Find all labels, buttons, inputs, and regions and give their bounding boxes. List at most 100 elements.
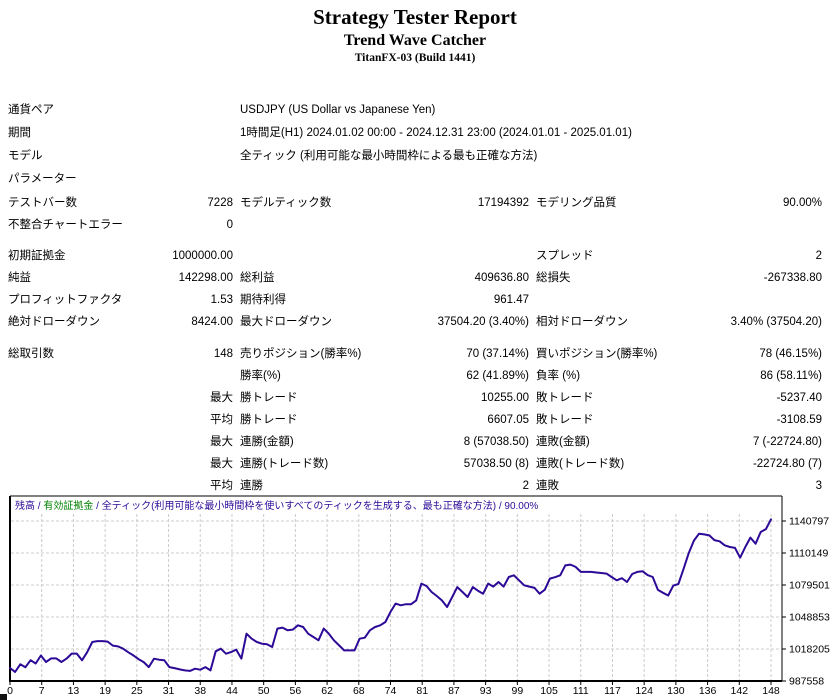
stat-row: 初期証拠金 1000000.00 スプレッド 2 xyxy=(0,249,830,271)
stat-label: モデリング品質 xyxy=(536,197,617,209)
svg-text:1048853: 1048853 xyxy=(789,612,830,624)
stat-value: 7228 xyxy=(207,197,233,209)
stat-value: 0 xyxy=(226,219,233,231)
stat-row: 最大 勝トレード 10255.00 敗トレード -5237.40 xyxy=(0,391,830,413)
svg-text:1110149: 1110149 xyxy=(789,548,828,560)
stat-label: 勝率(%) xyxy=(240,370,281,382)
stat-label: 敗トレード xyxy=(536,414,594,426)
report-header: Strategy Tester Report Trend Wave Catche… xyxy=(0,4,830,66)
stat-label xyxy=(8,391,160,413)
svg-text:25: 25 xyxy=(131,685,143,697)
info-value: 1時間足(H1) 2024.01.02 00:00 - 2024.12.31 2… xyxy=(240,127,632,139)
svg-text:987558: 987558 xyxy=(789,676,824,688)
stat-value: 57038.50 (8) xyxy=(463,458,529,470)
stat-label: 連勝(トレード数) xyxy=(240,458,329,470)
stat-value: 3 xyxy=(815,480,822,492)
stat-label: 絶対ドローダウン xyxy=(8,316,100,328)
stat-label: 純益 xyxy=(8,272,31,284)
info-row: 期間 1時間足(H1) 2024.01.02 00:00 - 2024.12.31… xyxy=(0,126,830,149)
stat-label: 最大ドローダウン xyxy=(240,316,332,328)
stat-value: 90.00% xyxy=(782,197,822,209)
stat-value: 37504.20 (3.40%) xyxy=(437,316,529,328)
stat-label: テストバー数 xyxy=(8,197,77,209)
svg-text:148: 148 xyxy=(762,685,780,697)
stat-value: 1000000.00 xyxy=(172,250,233,262)
info-value: USDJPY (US Dollar vs Japanese Yen) xyxy=(240,104,436,116)
stat-label: 連敗(トレード数) xyxy=(536,458,625,470)
stat-value: 6607.05 xyxy=(487,414,529,426)
stat-label: 連敗 xyxy=(536,480,559,492)
stat-label: 総利益 xyxy=(240,272,275,284)
stat-value: 最大 xyxy=(210,392,233,404)
svg-text:93: 93 xyxy=(480,685,492,697)
svg-text:130: 130 xyxy=(667,685,685,697)
svg-text:124: 124 xyxy=(635,685,653,697)
stat-row: 最大 連勝(金額) 8 (57038.50) 連敗(金額) 7 (-22724.80) xyxy=(0,435,830,457)
stat-value: 78 (46.15%) xyxy=(759,348,822,360)
svg-text:13: 13 xyxy=(68,685,80,697)
svg-text:44: 44 xyxy=(226,685,238,697)
stat-label xyxy=(8,369,160,391)
stat-value xyxy=(160,369,233,391)
svg-text:117: 117 xyxy=(604,685,621,697)
x-axis-labels: 0 7 13 19 25 31 38 44 50 56 62 68 74 81 87 93 99 105 111 11… xyxy=(7,685,780,697)
stat-label: 総取引数 xyxy=(8,348,54,360)
stat-value: 148 xyxy=(213,348,233,360)
stat-row: テストバー数 7228 モデルティック数 17194392 モデリング品質 90.00% xyxy=(0,196,830,218)
stat-label xyxy=(233,249,378,271)
stat-row: 最大 連勝(トレード数) 57038.50 (8) 連敗(トレード数) -22724.8… xyxy=(0,457,830,479)
svg-text:0: 0 xyxy=(7,685,13,697)
page-title: Strategy Tester Report xyxy=(313,5,517,29)
test-settings-table: 通貨ペア USDJPY (US Dollar vs Japanese Yen) 期間… xyxy=(0,103,830,195)
stat-value: 86 (58.11%) xyxy=(760,370,822,382)
test-results-table: テストバー数 7228 モデルティック数 17194392 モデリング品質 90.00% 不… xyxy=(0,196,830,501)
svg-text:74: 74 xyxy=(385,685,397,697)
svg-text:1079501: 1079501 xyxy=(789,580,830,592)
info-label: 期間 xyxy=(8,127,31,139)
stat-label xyxy=(529,293,653,315)
stat-row: 純益 142298.00 総利益 409636.80 総損失 -267338.80 xyxy=(0,271,830,293)
stat-label xyxy=(233,218,378,240)
stat-label: 不整合チャートエラー xyxy=(8,219,123,231)
stat-value: -267338.80 xyxy=(763,272,822,284)
svg-text:1018205: 1018205 xyxy=(789,644,830,656)
stat-label: 売りポジション(勝率%) xyxy=(240,348,362,360)
svg-text:7: 7 xyxy=(39,685,45,697)
stats-group: 初期証拠金 1000000.00 スプレッド 2 純益 142298.00 総利益 40963… xyxy=(0,249,830,337)
axis-ticks xyxy=(9,520,786,685)
stats-group: テストバー数 7228 モデルティック数 17194392 モデリング品質 90.00% 不… xyxy=(0,196,830,240)
svg-text:105: 105 xyxy=(540,685,558,697)
svg-text:136: 136 xyxy=(699,685,717,697)
server-build-info: TitanFX-03 (Build 1441) xyxy=(354,52,476,64)
stat-label: 期待利得 xyxy=(240,294,286,306)
stat-value: 17194392 xyxy=(477,197,529,209)
y-axis-labels: 1140797 1110149 1079501 1048853 1018205 98755… xyxy=(789,516,830,688)
stat-label: 連勝 xyxy=(240,480,263,492)
info-label: パラメーター xyxy=(8,173,77,185)
stat-label: 総損失 xyxy=(536,272,571,284)
stat-value: -22724.80 (7) xyxy=(752,458,822,470)
stat-value xyxy=(378,218,529,240)
info-row: モデル 全ティック (利用可能な最小時間枠による最も正確な方法) xyxy=(0,149,830,172)
stat-value: 62 (41.89%) xyxy=(466,370,529,382)
svg-text:81: 81 xyxy=(416,685,428,697)
stat-value: 2 xyxy=(522,480,529,492)
info-row: 通貨ペア USDJPY (US Dollar vs Japanese Yen) xyxy=(0,103,830,126)
svg-text:38: 38 xyxy=(194,685,206,697)
svg-text:68: 68 xyxy=(353,685,365,697)
svg-text:50: 50 xyxy=(258,685,270,697)
stat-value: 2 xyxy=(815,250,822,262)
cropped-ui-fragment xyxy=(0,694,7,700)
stat-value: -3108.59 xyxy=(776,414,822,426)
strategy-name: Trend Wave Catcher xyxy=(343,32,487,49)
balance-curve xyxy=(9,518,772,673)
svg-text:87: 87 xyxy=(448,685,460,697)
stat-value xyxy=(653,293,822,315)
info-row: パラメーター xyxy=(0,172,830,195)
stat-value: 8 (57038.50) xyxy=(463,436,529,448)
stat-label: 買いポジション(勝率%) xyxy=(536,348,658,360)
stat-row: 平均 勝トレード 6607.05 敗トレード -3108.59 xyxy=(0,413,830,435)
stat-value: 142298.00 xyxy=(178,272,233,284)
svg-text:99: 99 xyxy=(511,685,523,697)
svg-text:31: 31 xyxy=(163,685,175,697)
